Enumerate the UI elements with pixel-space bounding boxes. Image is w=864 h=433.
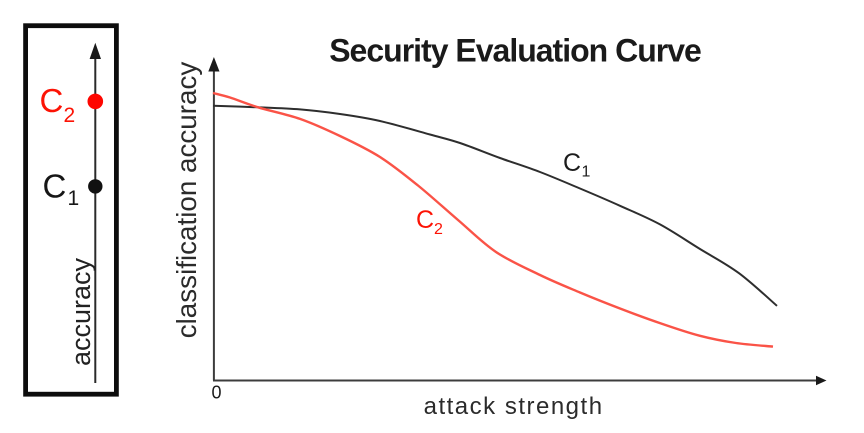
- svg-text:C: C: [43, 167, 67, 204]
- svg-text:C: C: [40, 82, 64, 119]
- svg-text:C: C: [563, 149, 581, 177]
- svg-text:Security Evaluation Curve: Security Evaluation Curve: [329, 33, 701, 69]
- svg-text:attack strength: attack strength: [424, 393, 604, 420]
- svg-text:accuracy: accuracy: [66, 257, 96, 366]
- svg-text:2: 2: [434, 221, 443, 238]
- svg-text:0: 0: [211, 383, 221, 403]
- svg-text:1: 1: [582, 164, 591, 181]
- svg-text:1: 1: [68, 187, 80, 210]
- svg-text:C: C: [416, 206, 434, 234]
- svg-text:classification accuracy: classification accuracy: [171, 62, 202, 339]
- svg-text:2: 2: [64, 104, 76, 127]
